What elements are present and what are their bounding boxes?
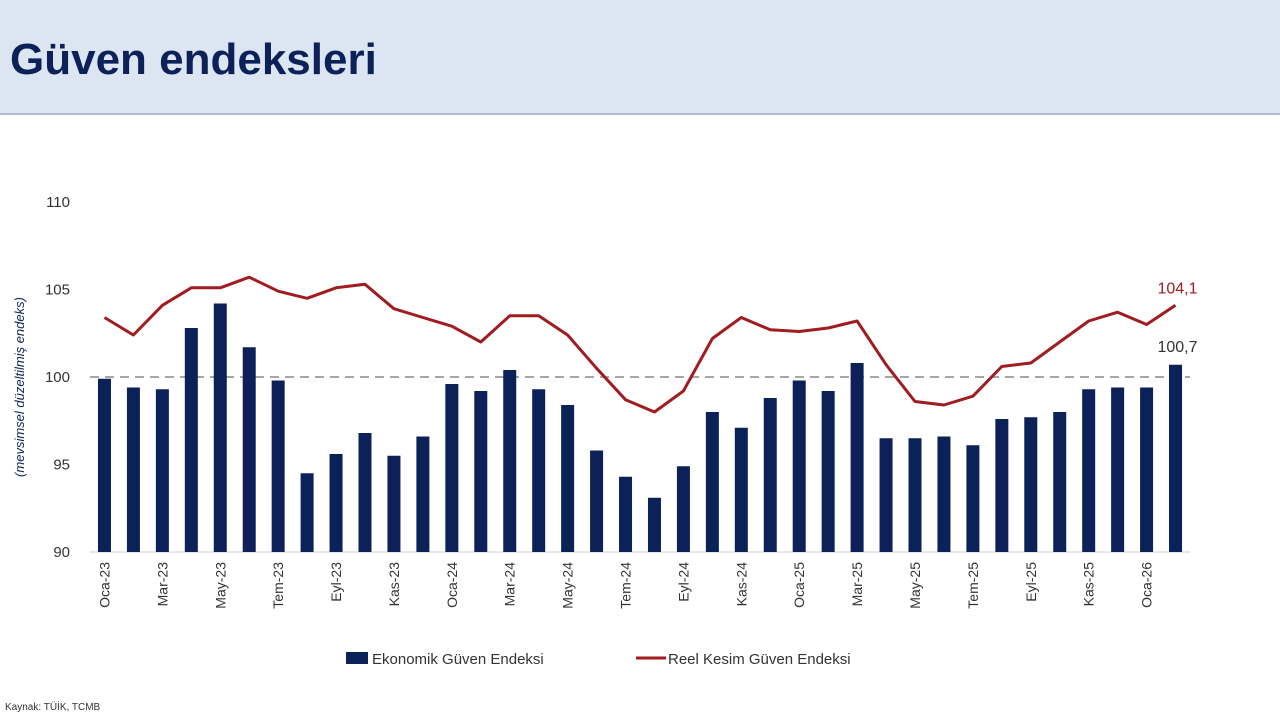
x-tick-label: May-24 [560, 562, 576, 609]
y-tick-label: 90 [53, 544, 70, 561]
x-tick-label: Mar-25 [849, 562, 865, 607]
bar-ekonomik-guven [1053, 412, 1067, 552]
legend-swatch-ekonomik [346, 652, 368, 664]
annotation-reel-kesim-last: 104,1 [1157, 280, 1197, 297]
bar-ekonomik-guven [1082, 389, 1096, 552]
x-tick-label: Tem-24 [618, 562, 634, 609]
y-tick-label: 110 [46, 194, 70, 211]
bar-ekonomik-guven [995, 419, 1009, 552]
bar-ekonomik-guven [908, 438, 922, 552]
bar-ekonomik-guven [503, 370, 517, 552]
bar-ekonomik-guven [184, 328, 198, 552]
bar-ekonomik-guven [358, 433, 372, 552]
x-tick-label: Oca-23 [96, 562, 112, 608]
bar-ekonomik-guven [1140, 387, 1154, 552]
x-tick-label: Kas-25 [1081, 562, 1097, 607]
bar-ekonomik-guven [850, 363, 864, 552]
source-note: Kaynak: TÜİK, TCMB [5, 702, 101, 713]
bar-ekonomik-guven [619, 476, 633, 552]
bar-ekonomik-guven [387, 455, 401, 552]
bar-ekonomik-guven [1111, 387, 1125, 552]
x-tick-label: Oca-25 [791, 562, 807, 608]
bar-ekonomik-guven [763, 398, 777, 552]
x-tick-label: Mar-23 [154, 562, 170, 607]
x-tick-label: Eyl-25 [1023, 562, 1039, 602]
bar-ekonomik-guven [1024, 417, 1038, 552]
bar-ekonomik-guven [676, 466, 690, 552]
bar-ekonomik-guven [532, 389, 546, 552]
x-tick-label: Kas-24 [733, 562, 749, 607]
bar-ekonomik-guven [792, 380, 806, 552]
legend-label-reel-kesim: Reel Kesim Güven Endeksi [668, 651, 851, 668]
bar-ekonomik-guven [271, 380, 285, 552]
y-tick-label: 95 [53, 457, 70, 474]
y-axis-title: (mevsimsel düzeltilmiş endeks) [12, 297, 27, 477]
legend-label-ekonomik: Ekonomik Güven Endeksi [372, 651, 544, 668]
x-tick-label: Eyl-23 [328, 562, 344, 602]
bar-ekonomik-guven [242, 347, 256, 552]
header-bar: Güven endeksleri [0, 0, 1280, 115]
bar-ekonomik-guven [97, 378, 111, 552]
bar-ekonomik-guven [879, 438, 893, 552]
bar-ekonomik-guven [937, 436, 951, 552]
bar-ekonomik-guven [821, 391, 835, 552]
bar-ekonomik-guven [126, 387, 140, 552]
x-tick-label: Oca-24 [444, 562, 460, 608]
bar-ekonomik-guven [590, 450, 604, 552]
bar-ekonomik-guven [300, 473, 314, 552]
y-tick-label: 100 [45, 369, 70, 386]
x-tick-label: Tem-23 [270, 562, 286, 609]
x-tick-label: Kas-23 [386, 562, 402, 607]
bar-ekonomik-guven [705, 412, 719, 552]
bar-ekonomik-guven [561, 405, 575, 552]
bar-ekonomik-guven [445, 384, 459, 552]
line-reel-kesim-guven [103, 275, 1177, 414]
x-tick-label: Eyl-24 [675, 562, 691, 602]
bar-ekonomik-guven [647, 497, 661, 552]
bar-ekonomik-guven [966, 445, 980, 552]
page-title: Güven endeksleri [10, 35, 377, 84]
annotation-ekonomik-last: 100,7 [1157, 339, 1197, 356]
x-tick-label: Oca-26 [1139, 562, 1155, 608]
bar-ekonomik-guven [1169, 364, 1183, 552]
x-tick-label: Tem-25 [965, 562, 981, 609]
bar-ekonomik-guven [213, 303, 227, 552]
bar-ekonomik-guven [329, 454, 343, 552]
bar-ekonomik-guven [734, 427, 748, 552]
y-tick-label: 105 [45, 282, 70, 299]
x-tick-label: May-25 [907, 562, 923, 609]
bar-ekonomik-guven [155, 389, 169, 552]
x-tick-label: May-23 [212, 562, 228, 609]
bar-ekonomik-guven [474, 391, 488, 552]
x-tick-label: Mar-24 [502, 562, 518, 607]
bar-ekonomik-guven [416, 436, 430, 552]
